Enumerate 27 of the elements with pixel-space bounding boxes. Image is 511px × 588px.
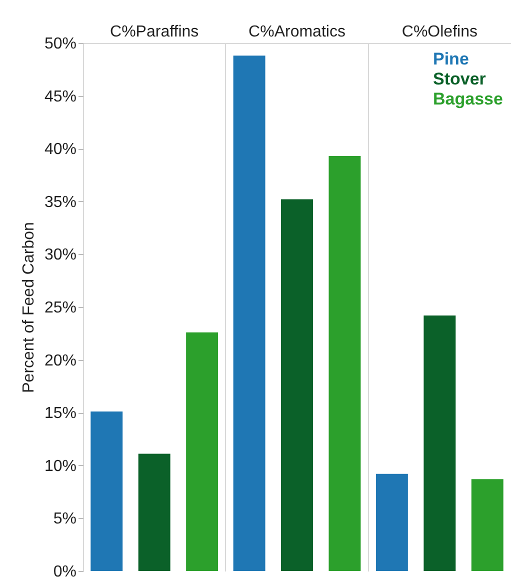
- y-tick-label: 35%: [44, 194, 76, 211]
- y-tick-label: 0%: [53, 564, 76, 580]
- y-axis-title: Percent of Feed Carbon: [20, 222, 38, 393]
- x-tick-label: C%Aromatics: [248, 24, 346, 40]
- y-tick-label: 50%: [44, 36, 76, 52]
- bar: [471, 479, 504, 571]
- text: Stover: [433, 70, 486, 88]
- y-tick-label: 30%: [44, 246, 76, 264]
- y-tick-label: 25%: [44, 300, 76, 316]
- text: Pine: [433, 50, 469, 68]
- bar: [233, 56, 266, 571]
- text: Bagasse: [433, 90, 503, 108]
- x-tick-label: C%Paraffins: [110, 24, 199, 40]
- y-tick-label: 40%: [44, 141, 76, 158]
- bar: [90, 412, 123, 571]
- bar: [376, 474, 408, 571]
- y-tick-label: 20%: [44, 352, 76, 370]
- bar: [328, 156, 361, 571]
- x-tick-label: C%Olefins: [402, 24, 478, 40]
- bar: [186, 332, 218, 571]
- y-tick-label: 15%: [44, 405, 76, 422]
- y-tick-label: 5%: [53, 510, 76, 528]
- bar: [424, 315, 456, 571]
- bar: [138, 454, 170, 571]
- y-tick-label: 10%: [44, 458, 76, 475]
- bar: [281, 199, 313, 571]
- y-tick-label: 45%: [44, 88, 76, 106]
